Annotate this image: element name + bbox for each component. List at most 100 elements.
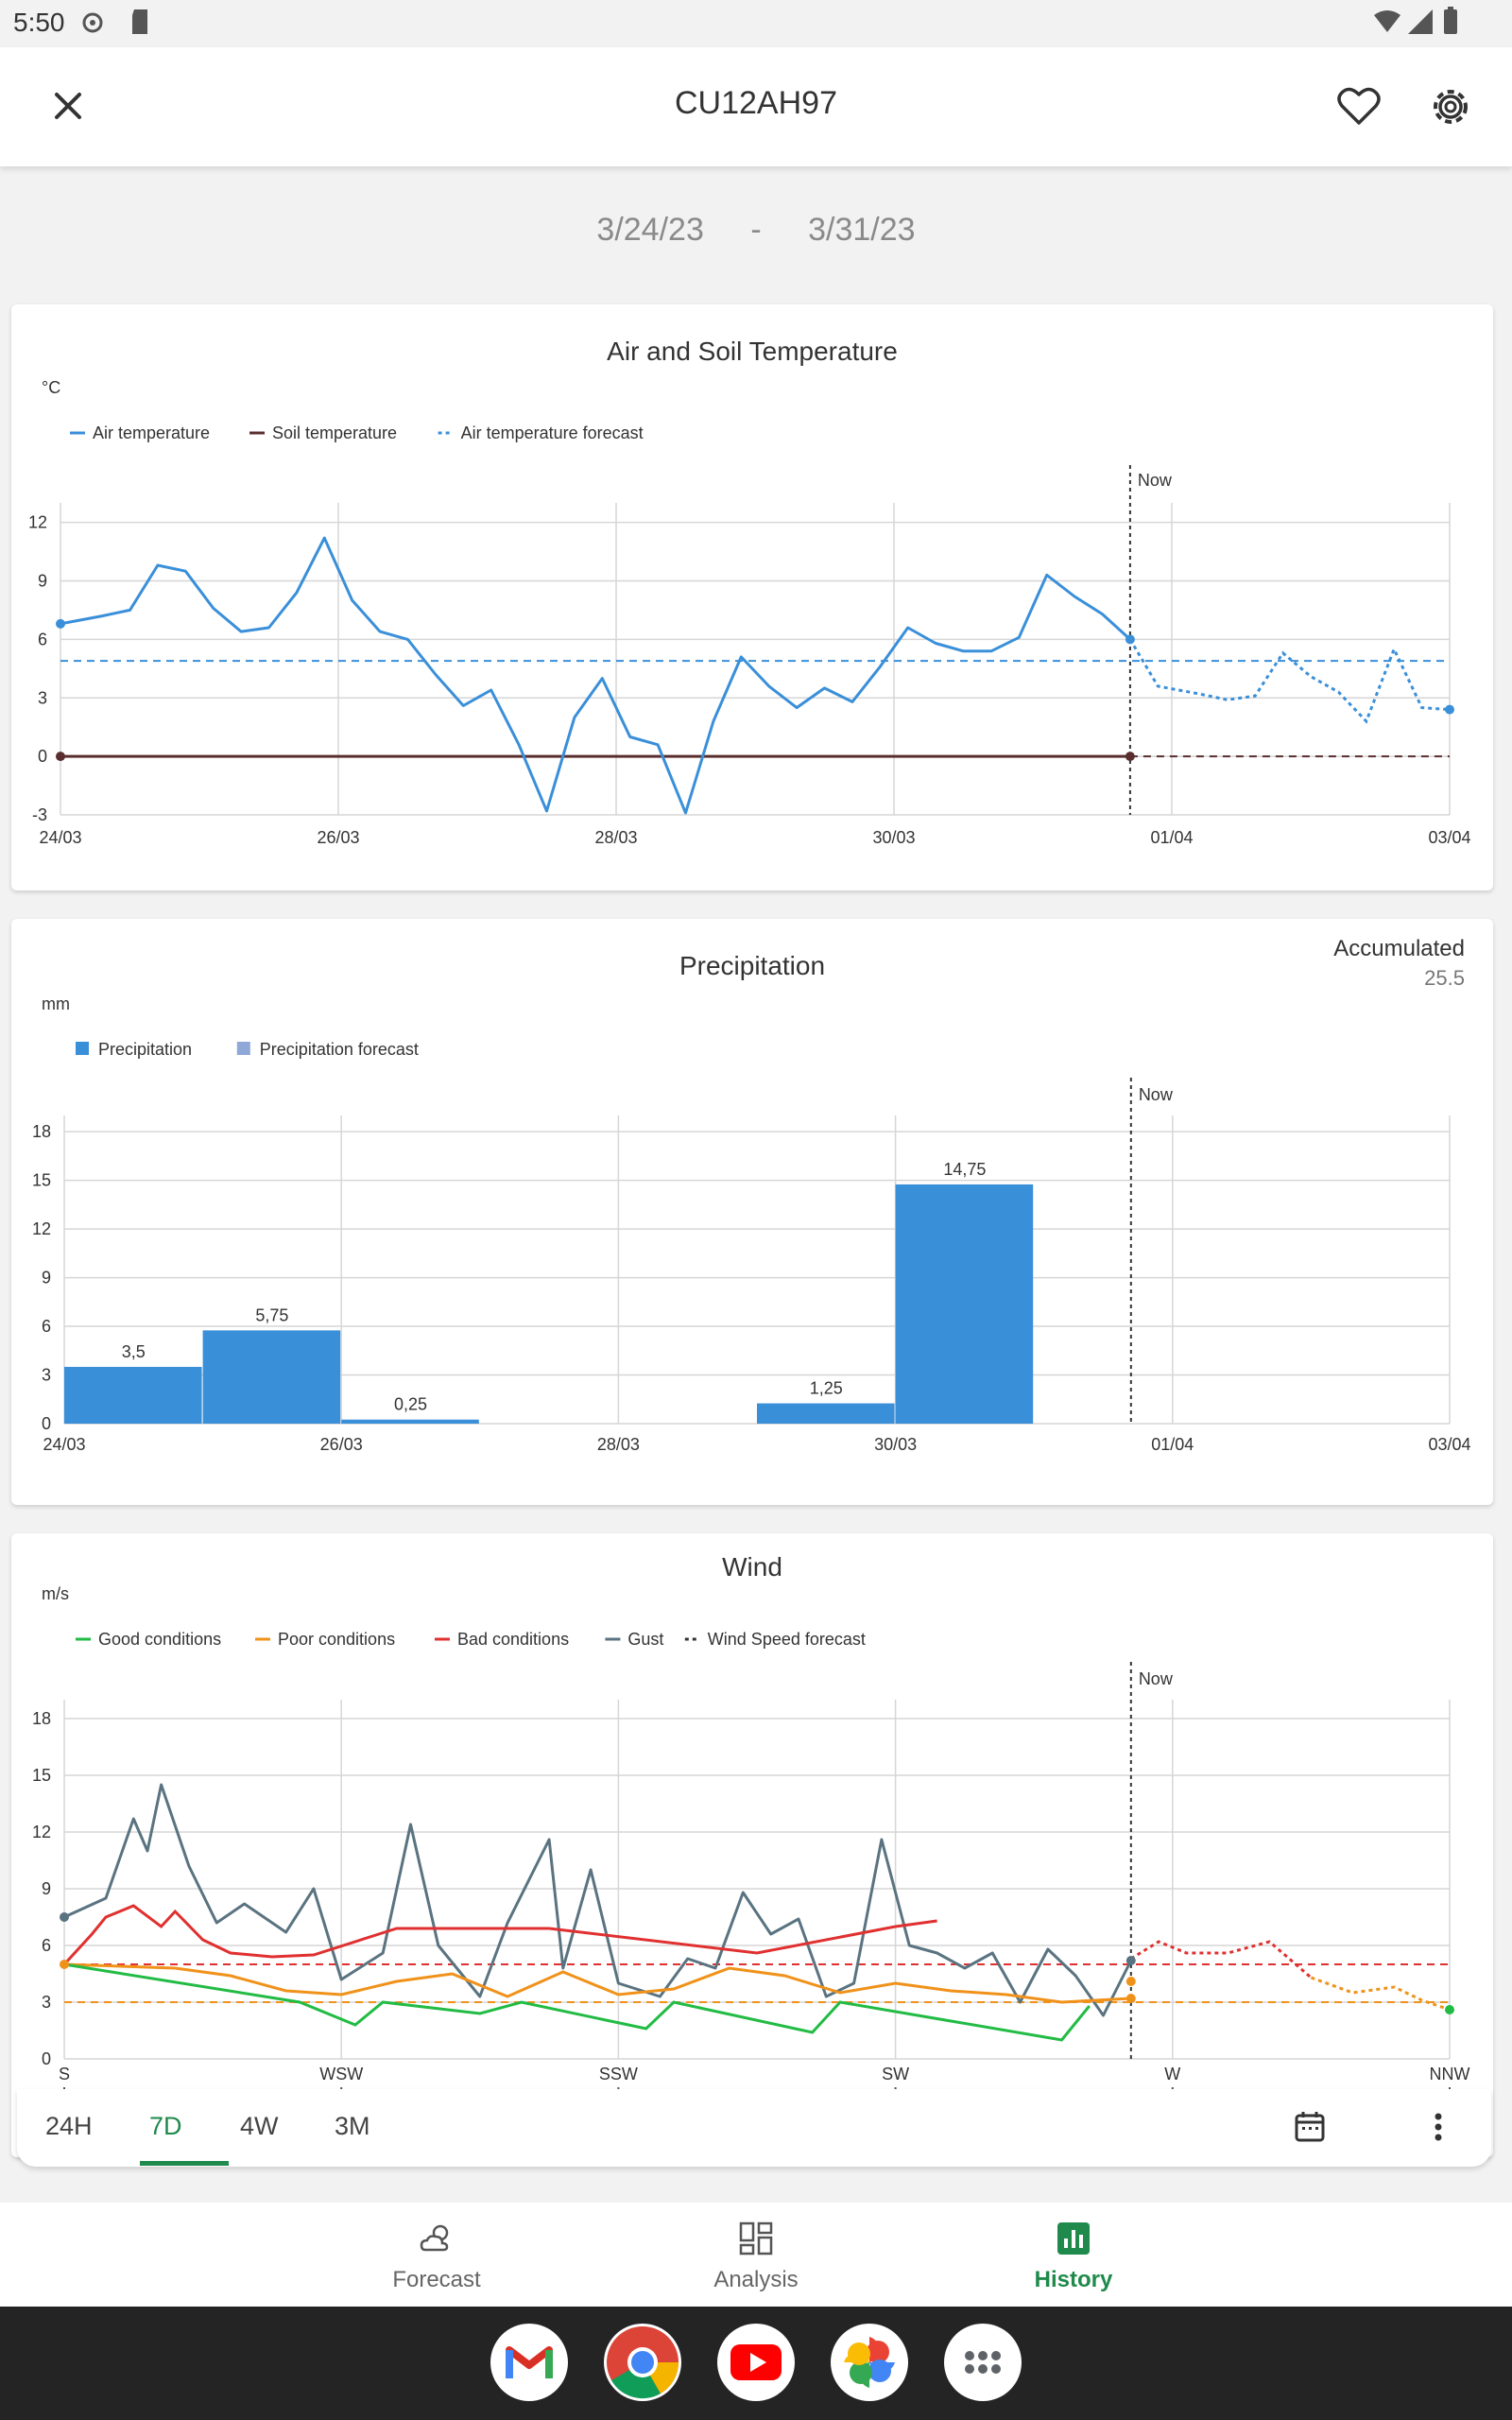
tab-7d[interactable]: 7D (149, 2112, 182, 2140)
system-dock (0, 2307, 1512, 2420)
forecast-weather-icon (420, 2224, 449, 2252)
wind-forecast-point (1125, 1977, 1136, 1986)
temperature-card-title: Air and Soil Temperature (607, 337, 898, 366)
legend-swatch (236, 1042, 250, 1055)
legend-label: Good conditions (98, 1630, 221, 1649)
air-temperature-forecast-point (1445, 704, 1454, 715)
gust-point (60, 1912, 69, 1922)
y-tick-label: 18 (32, 1122, 51, 1141)
gust-point (1125, 1956, 1136, 1965)
bottom-navigation: Forecast Analysis History (0, 2203, 1512, 2307)
precipitation-card: Precipitation Accumulated 25.5 mm Precip… (11, 919, 1493, 1505)
y-tick-label: 18 (32, 1709, 51, 1728)
y-tick-label: 6 (42, 1317, 51, 1336)
precipitation-card-title: Precipitation (679, 951, 826, 980)
signal-icon (1408, 9, 1433, 34)
now-label: Now (1139, 1669, 1174, 1688)
x-tick-label: 03/04 (1428, 1435, 1470, 1454)
x-tick-label: 01/04 (1151, 1435, 1194, 1454)
wind-card-title: Wind (722, 1552, 782, 1582)
temperature-card: Air and Soil Temperature °C Air temperat… (11, 304, 1493, 890)
close-icon[interactable] (47, 85, 89, 127)
y-tick-label: 6 (42, 1936, 51, 1955)
date-range-selector[interactable]: 3/24/23 - 3/31/23 (0, 212, 1512, 249)
bar-value-label: 5,75 (255, 1305, 288, 1324)
precipitation-bar (757, 1403, 895, 1424)
app-drawer-icon[interactable] (944, 2324, 1022, 2401)
bad-conditions-line (62, 1904, 937, 1966)
y-tick-label: 9 (42, 1269, 51, 1288)
photos-icon[interactable] (831, 2324, 908, 2401)
y-tick-label: 0 (38, 747, 47, 766)
nav-analysis[interactable]: Analysis (643, 2203, 869, 2307)
y-tick-label: 0 (42, 1414, 51, 1433)
x-tick-label: S (59, 2065, 70, 2083)
legend-label: Gust (627, 1630, 663, 1649)
temperature-chart: Air temperature Soil temperature Air tempe… (28, 424, 1471, 847)
date-range-end[interactable]: 3/31/23 (808, 212, 916, 248)
tab-4w[interactable]: 4W (240, 2112, 279, 2140)
air-temperature-line (60, 536, 1131, 815)
nav-history[interactable]: History (960, 2203, 1187, 2307)
active-tab-indicator (140, 2161, 229, 2166)
nav-forecast[interactable]: Forecast (323, 2203, 550, 2307)
y-tick-label: 3 (42, 1993, 51, 2012)
x-tick-label: 26/03 (320, 1435, 363, 1454)
x-tick-label: 28/03 (597, 1435, 640, 1454)
x-tick-label: 28/03 (594, 828, 637, 847)
youtube-icon[interactable] (717, 2324, 795, 2401)
gmail-icon[interactable] (490, 2324, 568, 2401)
x-tick-label: 01/04 (1150, 828, 1193, 847)
tab-3m[interactable]: 3M (335, 2112, 370, 2140)
x-tick-label: 03/04 (1428, 828, 1470, 847)
battery-icon (1444, 7, 1457, 34)
wind-forecast-line-bad (1130, 1940, 1313, 1979)
more-options-icon[interactable] (1425, 2110, 1452, 2144)
accumulated-label: Accumulated (1333, 936, 1465, 961)
soil-point (56, 752, 65, 762)
status-bar: 5:50 (0, 0, 1512, 47)
x-tick-label: W (1164, 2065, 1180, 2083)
bar-value-label: 1,25 (810, 1379, 843, 1398)
date-range-separator: - (750, 212, 762, 248)
page-title: CU12AH97 (675, 85, 837, 121)
legend-label: Poor conditions (278, 1630, 395, 1649)
tab-24h[interactable]: 24H (45, 2112, 93, 2140)
nav-history-label: History (1034, 2267, 1113, 2292)
y-tick-label: 12 (32, 1219, 51, 1238)
now-label: Now (1138, 471, 1173, 490)
y-tick-label: -3 (32, 805, 47, 824)
status-time: 5:50 (13, 8, 65, 37)
wifi-icon (1374, 10, 1400, 32)
precipitation-chart: Precipitation Precipitation forecast 0 3 6 9 1… (32, 1040, 1471, 1454)
nav-forecast-label: Forecast (392, 2267, 481, 2292)
y-tick-label: 6 (38, 630, 47, 648)
wind-forecast-line-poor (1310, 1976, 1451, 2012)
legend-label: Soil temperature (272, 424, 397, 442)
favorite-heart-icon[interactable] (1336, 85, 1382, 127)
wind-card: Wind m/s Good conditions Poor conditions B… (11, 1533, 1493, 2157)
x-tick-label: 26/03 (317, 828, 359, 847)
y-tick-label: 3 (38, 688, 47, 707)
good-conditions-line (63, 1962, 1091, 2042)
x-tick-label: NNW (1430, 2065, 1470, 2083)
y-tick-label: 12 (32, 1823, 51, 1841)
precipitation-bar (341, 1419, 479, 1424)
x-tick-label: 24/03 (39, 828, 81, 847)
bar-value-label: 14,75 (943, 1160, 986, 1179)
x-tick-label: SW (882, 2065, 909, 2083)
wind-forecast-point (1445, 2005, 1454, 2014)
chrome-icon[interactable] (604, 2324, 681, 2401)
air-temperature-point (1125, 634, 1135, 645)
bar-value-label: 3,5 (122, 1342, 146, 1361)
calendar-icon[interactable] (1293, 2110, 1327, 2144)
x-tick-label: 24/03 (43, 1435, 85, 1454)
legend-label: Bad conditions (457, 1630, 569, 1649)
period-tab-bar: 24H 7D 4W 3M (17, 2089, 1491, 2167)
settings-gear-icon[interactable] (1427, 83, 1474, 130)
nav-analysis-label: Analysis (713, 2267, 799, 2292)
y-tick-label: 9 (38, 572, 47, 591)
date-range-start[interactable]: 3/24/23 (596, 212, 704, 248)
air-temperature-forecast-line (1128, 638, 1451, 724)
y-tick-label: 3 (42, 1366, 51, 1385)
